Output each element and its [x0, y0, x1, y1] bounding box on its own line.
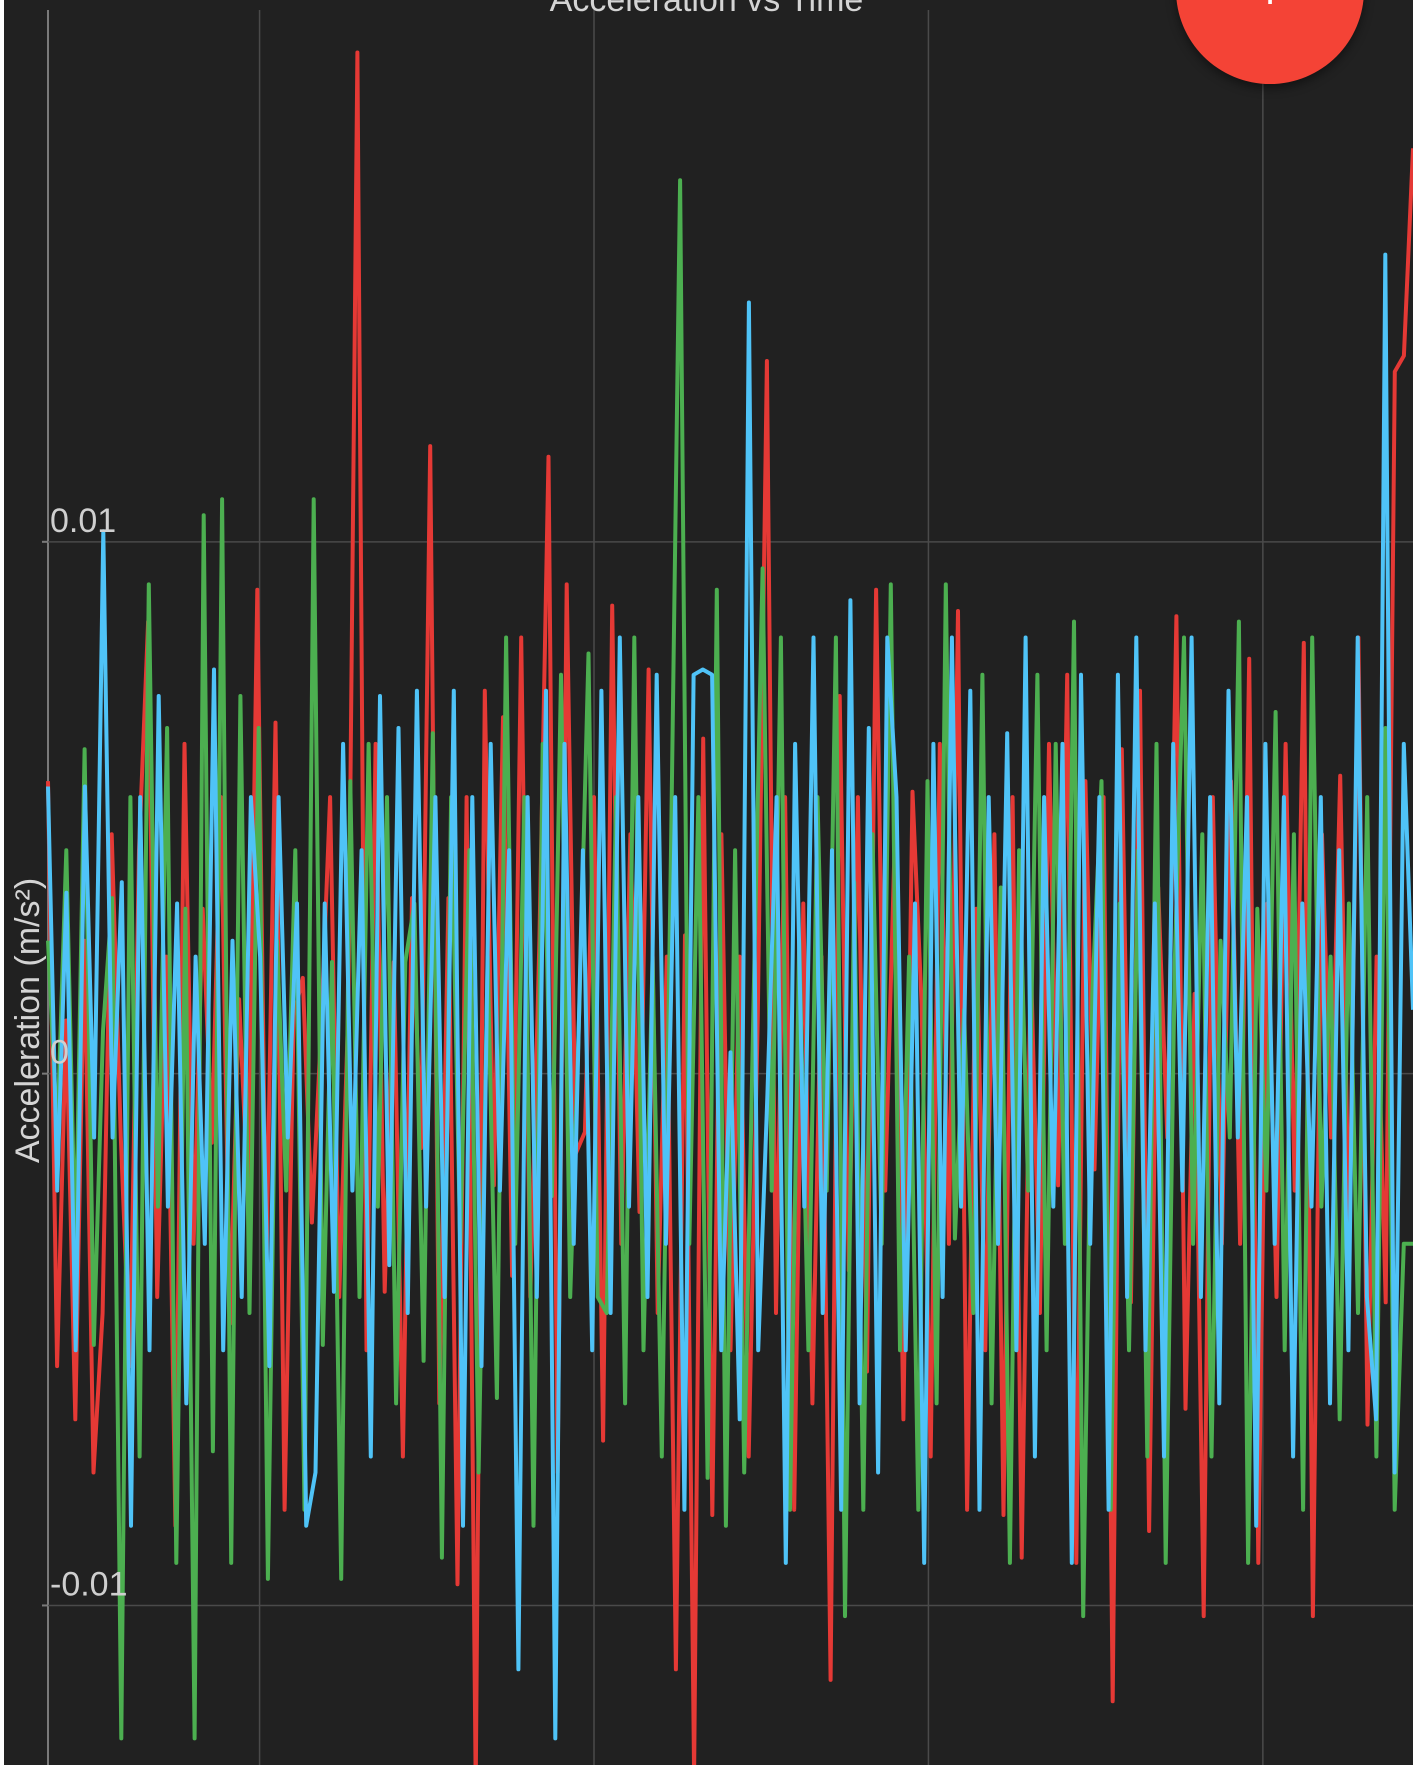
y-axis-label: Acceleration (m/s²) — [8, 877, 47, 1163]
series-line-3 — [46, 252, 1413, 1741]
add-icon: + — [1176, 0, 1364, 12]
y-tick-label: 0 — [50, 1034, 69, 1072]
chart-title: Acceleration vs Time — [549, 0, 864, 19]
y-tick-label: 0.01 — [50, 502, 116, 540]
y-tick-label: -0.01 — [50, 1565, 128, 1603]
series-line-1 — [46, 50, 1413, 1765]
